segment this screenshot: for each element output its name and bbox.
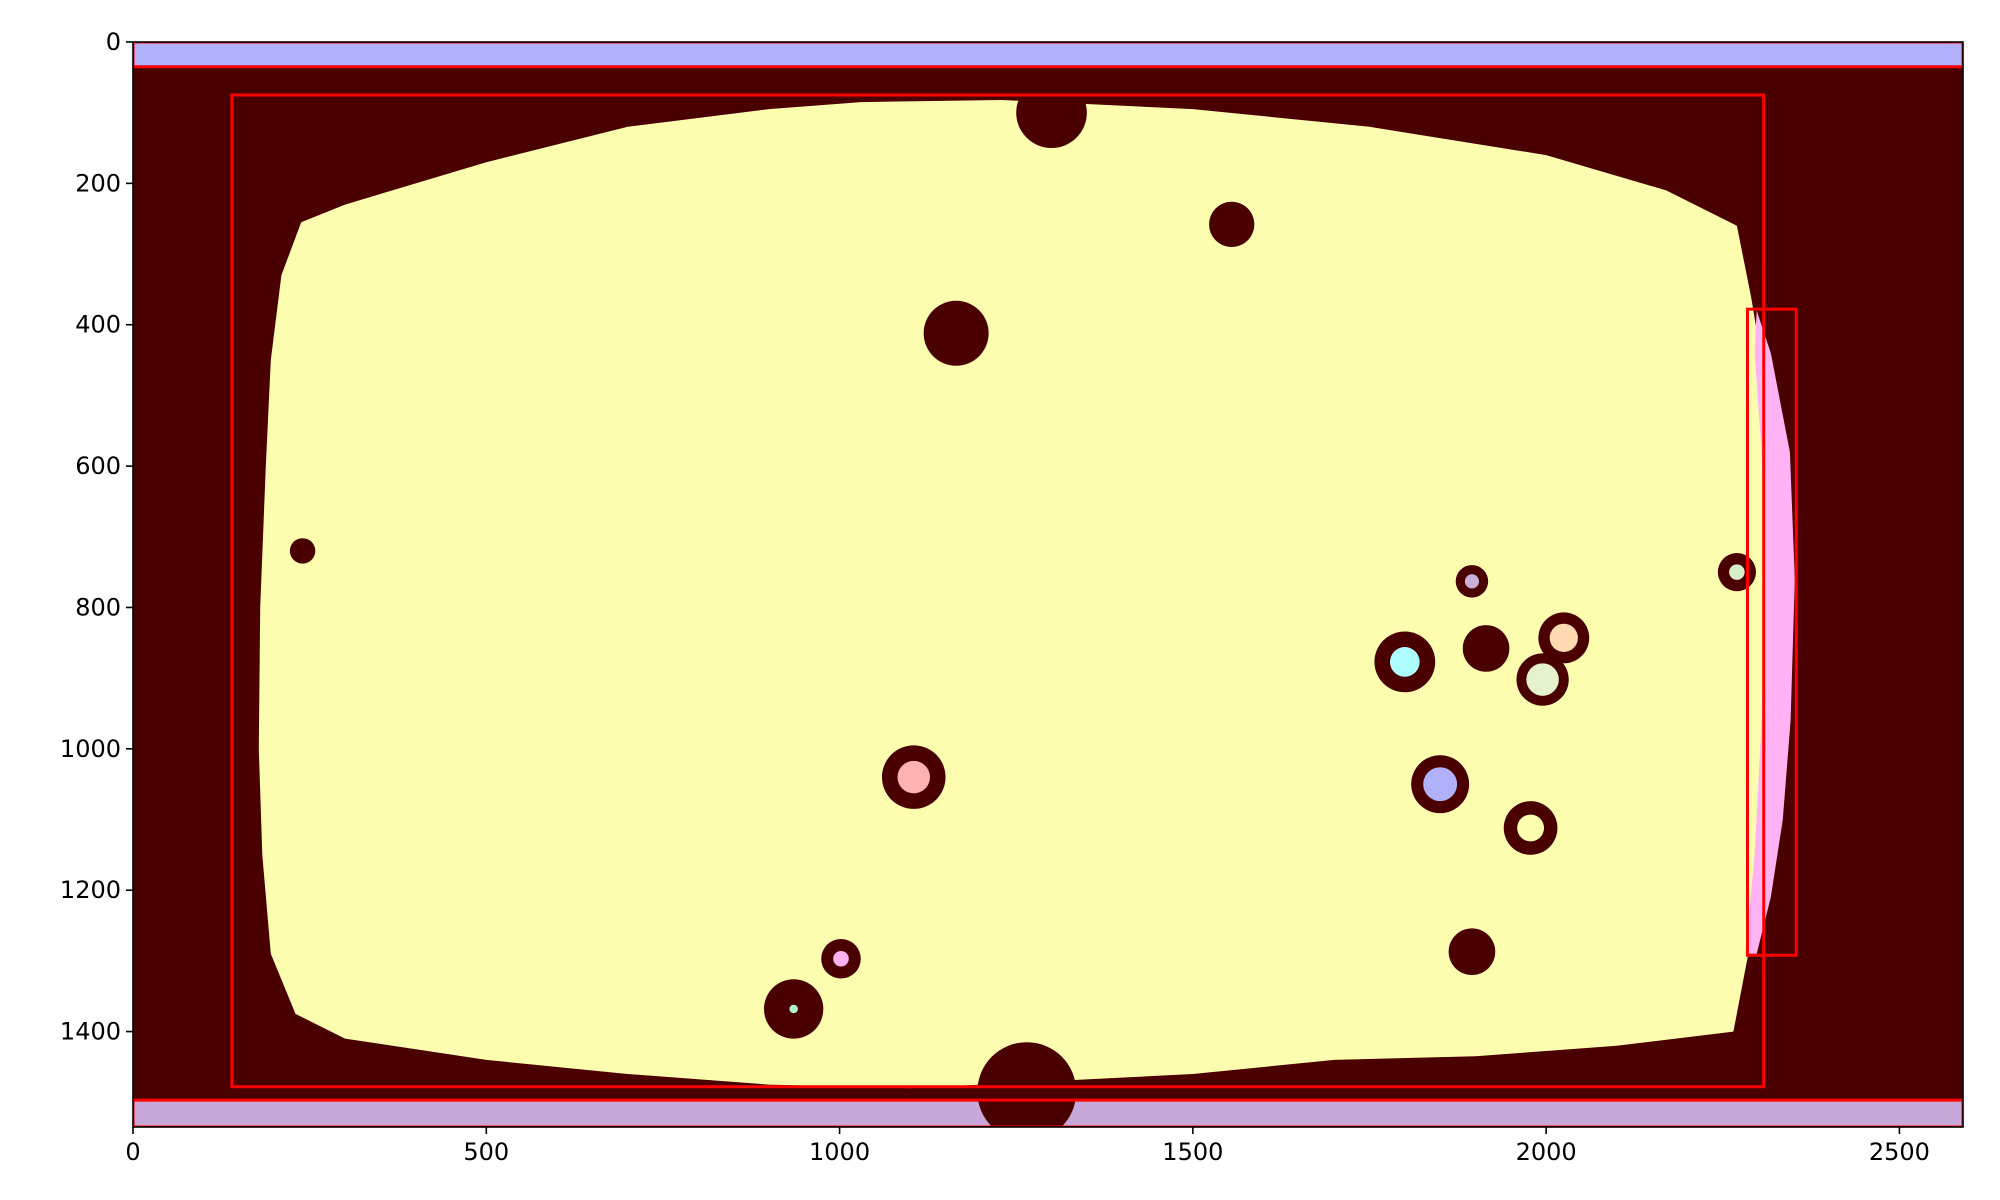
- top-band-region: [133, 42, 1963, 67]
- y-tick-label: 0: [106, 28, 121, 56]
- x-tick-label: 1500: [1162, 1138, 1223, 1166]
- y-tick-label: 800: [75, 593, 121, 621]
- y-tick-label: 200: [75, 169, 121, 197]
- bounding-box-3: [1745, 307, 1798, 957]
- blob-10-core: [1517, 814, 1545, 842]
- bounding-box-2: [230, 93, 1766, 1089]
- bounding-box-1: [133, 42, 1963, 69]
- main-region: [258, 100, 1773, 1089]
- blob-16: [977, 1042, 1077, 1127]
- x-tick-label: 0: [125, 1138, 140, 1166]
- y-tick-label: 400: [75, 311, 121, 339]
- y-tick-label: 1400: [60, 1018, 121, 1046]
- axes-frame: [132, 41, 1964, 1128]
- y-tick-label: 600: [75, 452, 121, 480]
- blob-11-core: [1729, 564, 1745, 580]
- blob-3: [1448, 928, 1496, 976]
- blob-14: [1462, 625, 1510, 672]
- blob-12-core: [833, 950, 849, 967]
- blob-2: [1209, 201, 1255, 247]
- blob-7-core: [1549, 623, 1578, 652]
- right-sliver-region: [1745, 310, 1795, 954]
- blob-1: [923, 300, 989, 366]
- blob-9-core: [1464, 574, 1480, 589]
- blob-17: [1016, 77, 1087, 149]
- blob-6-core: [1423, 767, 1458, 802]
- y-axis: 0 200 400 600 800 1000 1200 1400: [60, 28, 133, 1046]
- y-tick-label: 1000: [60, 735, 121, 763]
- x-tick-label: 2000: [1516, 1138, 1577, 1166]
- blob-4-core: [897, 760, 931, 794]
- blob-5-core: [1389, 647, 1420, 677]
- y-tick-label: 1200: [60, 876, 121, 904]
- x-tick-label: 500: [463, 1138, 509, 1166]
- x-axis: 0 500 1000 1500 2000 2500: [125, 1127, 1930, 1166]
- blob-15: [289, 538, 316, 564]
- blob-13-core: [789, 1004, 798, 1014]
- blob-8-core: [1526, 663, 1559, 696]
- segmentation-image: [133, 42, 1963, 1127]
- x-tick-label: 1000: [809, 1138, 870, 1166]
- x-tick-label: 2500: [1869, 1138, 1930, 1166]
